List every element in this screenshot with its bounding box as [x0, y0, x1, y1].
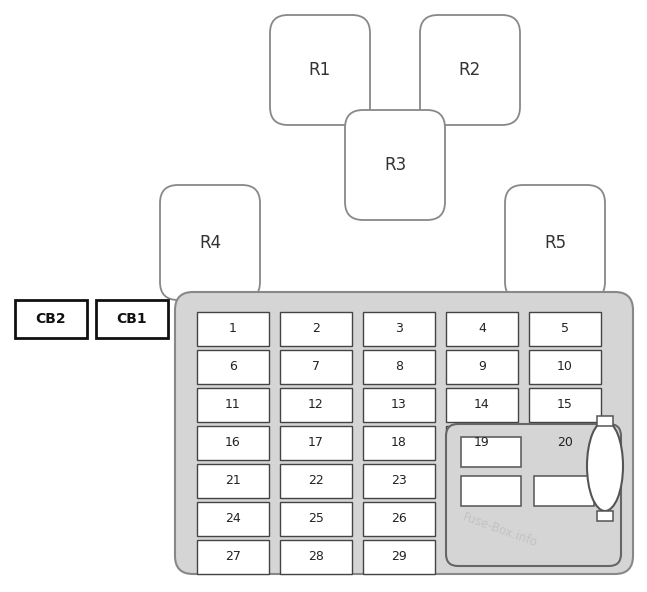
Text: 26: 26 — [391, 513, 407, 526]
Text: 13: 13 — [391, 398, 407, 411]
Bar — [280, 312, 352, 346]
Bar — [96, 300, 168, 338]
Text: R5: R5 — [544, 233, 566, 252]
Text: 3: 3 — [395, 323, 403, 336]
Text: 28: 28 — [308, 551, 324, 564]
Bar — [363, 312, 435, 346]
Text: 19: 19 — [474, 436, 490, 449]
Text: R1: R1 — [309, 61, 331, 79]
Bar — [363, 502, 435, 536]
Text: CB1: CB1 — [116, 312, 148, 326]
Text: 25: 25 — [308, 513, 324, 526]
Bar — [446, 388, 518, 422]
Text: 22: 22 — [308, 475, 324, 487]
Bar — [461, 476, 521, 506]
Bar — [197, 502, 269, 536]
Bar — [461, 437, 521, 467]
FancyBboxPatch shape — [270, 15, 370, 125]
Bar — [363, 388, 435, 422]
Text: 21: 21 — [225, 475, 241, 487]
Bar — [363, 426, 435, 460]
Text: 1: 1 — [229, 323, 237, 336]
Text: 10: 10 — [557, 361, 573, 374]
Bar — [280, 502, 352, 536]
Bar — [363, 540, 435, 574]
Bar — [280, 540, 352, 574]
Bar — [529, 388, 601, 422]
FancyBboxPatch shape — [160, 185, 260, 300]
FancyBboxPatch shape — [505, 185, 605, 300]
Text: 8: 8 — [395, 361, 403, 374]
Bar — [197, 426, 269, 460]
Bar — [197, 350, 269, 384]
Text: 14: 14 — [474, 398, 490, 411]
Bar — [197, 312, 269, 346]
Bar — [280, 350, 352, 384]
Bar — [363, 464, 435, 498]
Text: 27: 27 — [225, 551, 241, 564]
Text: 29: 29 — [391, 551, 407, 564]
Bar — [529, 426, 601, 460]
Text: 16: 16 — [225, 436, 241, 449]
Bar — [597, 416, 613, 426]
Bar — [446, 312, 518, 346]
FancyBboxPatch shape — [175, 292, 633, 574]
Bar — [446, 350, 518, 384]
Bar — [363, 350, 435, 384]
Ellipse shape — [587, 421, 623, 511]
Text: 7: 7 — [312, 361, 320, 374]
Text: 20: 20 — [557, 436, 573, 449]
Bar — [534, 476, 594, 506]
Bar — [197, 464, 269, 498]
FancyBboxPatch shape — [446, 424, 621, 566]
Text: 9: 9 — [478, 361, 486, 374]
FancyBboxPatch shape — [420, 15, 520, 125]
Bar — [529, 350, 601, 384]
Bar — [280, 426, 352, 460]
Text: 18: 18 — [391, 436, 407, 449]
Text: CB2: CB2 — [36, 312, 66, 326]
Text: R3: R3 — [384, 156, 406, 174]
Text: 2: 2 — [312, 323, 320, 336]
Text: 15: 15 — [557, 398, 573, 411]
Text: R4: R4 — [199, 233, 221, 252]
Text: 4: 4 — [478, 323, 486, 336]
Bar — [197, 540, 269, 574]
FancyBboxPatch shape — [345, 110, 445, 220]
Text: Fuse-Box.info: Fuse-Box.info — [461, 510, 539, 549]
Text: 23: 23 — [391, 475, 407, 487]
Text: 12: 12 — [308, 398, 324, 411]
Bar — [280, 464, 352, 498]
Bar — [280, 388, 352, 422]
Text: 17: 17 — [308, 436, 324, 449]
Bar — [529, 312, 601, 346]
Text: 5: 5 — [561, 323, 569, 336]
Bar — [15, 300, 87, 338]
Text: 24: 24 — [225, 513, 241, 526]
Bar — [446, 426, 518, 460]
Text: 11: 11 — [225, 398, 241, 411]
Bar — [197, 388, 269, 422]
Bar — [597, 511, 613, 521]
Text: R2: R2 — [459, 61, 481, 79]
Text: 6: 6 — [229, 361, 237, 374]
